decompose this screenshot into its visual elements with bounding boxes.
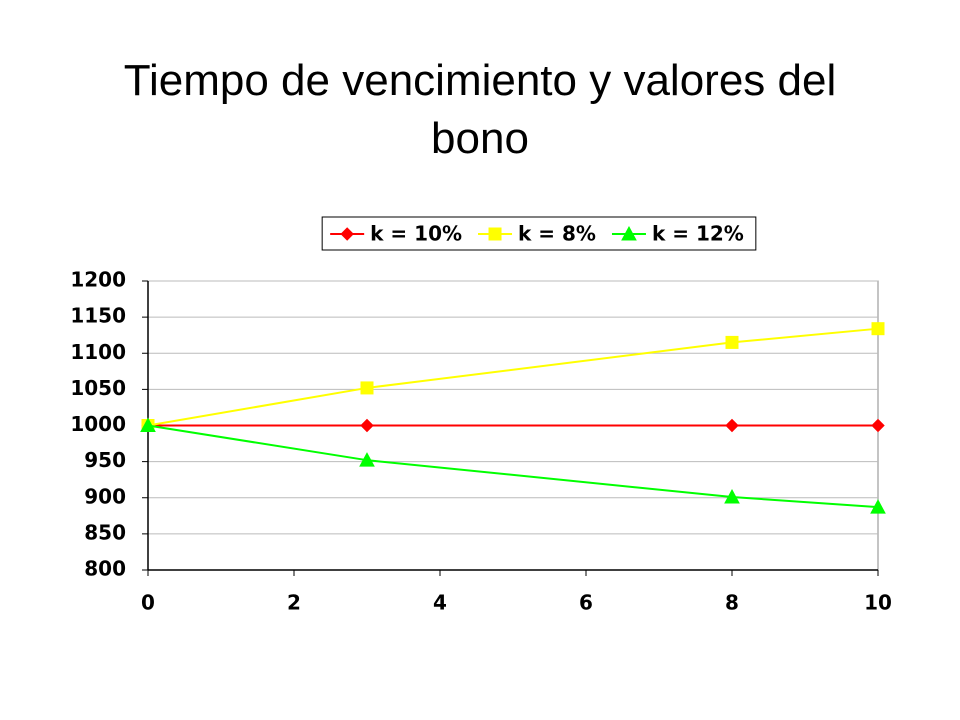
x-tick-label: 0 xyxy=(141,591,155,615)
data-point xyxy=(725,335,739,349)
legend-label: k = 10% xyxy=(370,222,462,246)
series-line xyxy=(147,327,879,427)
legend-marker xyxy=(340,227,354,241)
x-tick-label: 8 xyxy=(725,591,739,615)
legend: k = 10% k = 8% k = 12% xyxy=(321,216,757,251)
y-tick-label: 1200 xyxy=(70,268,126,292)
data-point xyxy=(724,488,740,504)
data-point xyxy=(871,322,885,336)
y-tick-label: 1050 xyxy=(70,376,126,400)
series-line xyxy=(147,424,879,509)
data-point xyxy=(140,417,156,432)
legend-box xyxy=(321,216,757,251)
data-point xyxy=(870,499,886,514)
x-tick-label: 2 xyxy=(287,591,301,615)
legend-item: k = 12% xyxy=(611,222,744,246)
y-tick-label: 1100 xyxy=(70,340,126,364)
x-tick-label: 10 xyxy=(864,591,892,615)
data-point xyxy=(725,418,739,433)
legend-marker xyxy=(488,227,502,241)
y-tick-label: 800 xyxy=(84,557,126,581)
y-tick-label: 1000 xyxy=(70,412,126,436)
data-point xyxy=(359,452,375,467)
y-tick-label: 1150 xyxy=(70,304,126,328)
legend-item: k = 10% xyxy=(330,222,462,246)
x-tick-label: 4 xyxy=(433,591,447,615)
legend-label: k = 12% xyxy=(652,222,744,246)
legend-label: k = 8% xyxy=(518,222,596,246)
legend-item: k = 8% xyxy=(478,222,596,246)
legend-marker xyxy=(621,225,637,241)
data-point xyxy=(360,381,374,395)
chart-title: Tiempo de vencimiento y valores del bono xyxy=(123,56,837,163)
y-tick-label: 900 xyxy=(84,484,126,508)
y-tick-label: 850 xyxy=(84,520,126,544)
data-point xyxy=(871,418,885,433)
data-point xyxy=(360,418,374,433)
x-tick-label: 6 xyxy=(579,591,593,615)
y-tick-label: 950 xyxy=(84,448,126,472)
